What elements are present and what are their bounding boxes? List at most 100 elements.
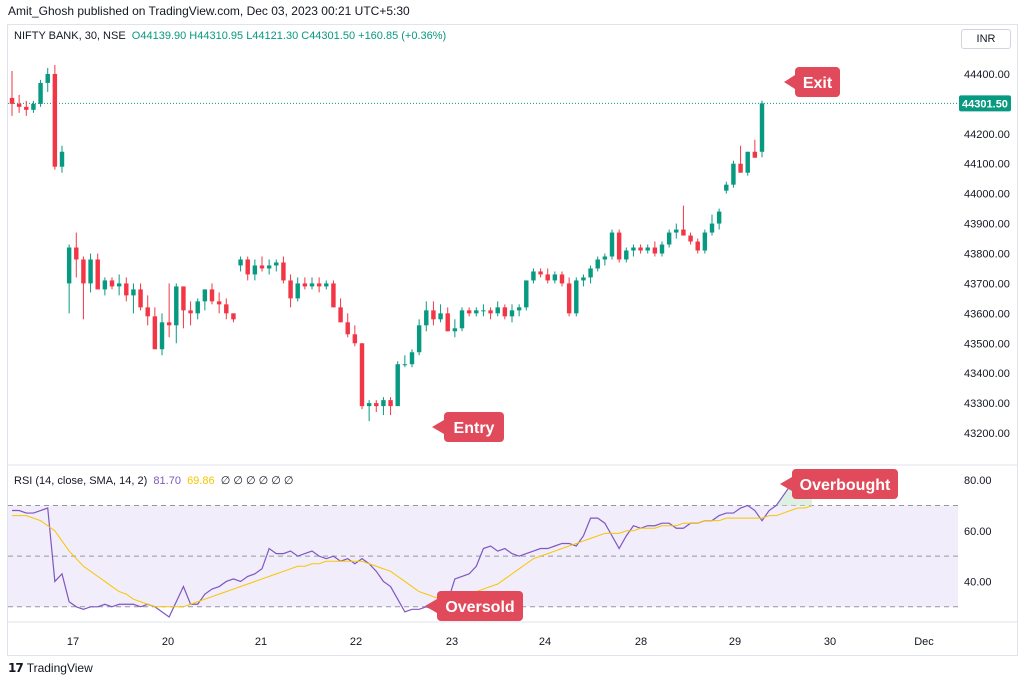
candle — [188, 301, 193, 326]
candle-body — [66, 247, 72, 284]
candle-body — [31, 103, 36, 110]
candle — [24, 100, 29, 116]
price-axis: 44400.0044300.0044200.0044100.0044000.00… — [8, 69, 1017, 623]
candle — [738, 145, 743, 173]
rsi-sma-value: 69.86 — [187, 475, 215, 487]
candle-body — [231, 313, 236, 320]
candle — [681, 205, 686, 236]
candle-body — [609, 232, 615, 257]
candle — [488, 307, 493, 320]
price-tick-label: 43500.00 — [964, 338, 1010, 350]
candle-body — [74, 247, 79, 260]
candle-body — [574, 280, 579, 314]
candle-body — [24, 106, 29, 110]
candle — [466, 307, 472, 317]
price-tick-label: 44100.00 — [964, 159, 1010, 171]
candle — [145, 295, 150, 326]
candle-body — [159, 322, 165, 350]
time-tick-label: 17 — [67, 636, 79, 648]
candle-body — [652, 247, 658, 254]
candle-body — [481, 310, 486, 312]
rsi-sma-line — [12, 505, 813, 608]
change-value: +160.85 (+0.36%) — [358, 30, 447, 42]
price-tick-label: 44200.00 — [964, 129, 1010, 141]
overbought-callout-pointer — [780, 477, 792, 491]
candle — [52, 64, 58, 170]
time-tick-label: 20 — [162, 636, 174, 648]
candle-body — [81, 259, 86, 284]
candle — [152, 307, 158, 350]
candle-body — [338, 307, 343, 323]
candlestick-series — [9, 64, 765, 422]
price-tick-label: 43300.00 — [964, 398, 1010, 410]
low-value: L44121.30 — [246, 30, 299, 42]
candle-body — [731, 163, 736, 185]
candle-body — [645, 247, 650, 251]
currency-selector[interactable]: INR — [961, 29, 1011, 49]
time-tick-label: 29 — [729, 636, 741, 648]
candle — [281, 256, 286, 284]
chart-frame[interactable] — [7, 24, 1018, 656]
candle-body — [452, 328, 458, 332]
candle-body — [538, 271, 543, 275]
candle — [366, 400, 372, 422]
candle-body — [431, 310, 436, 320]
candle-body — [188, 310, 193, 314]
candle-body — [466, 310, 472, 314]
candle — [88, 253, 93, 293]
candle-body — [459, 310, 465, 329]
oversold-callout: Oversold — [425, 591, 523, 621]
overbought-callout: Overbought — [780, 469, 898, 499]
candle — [538, 268, 543, 278]
candle — [374, 400, 379, 413]
candle-body — [16, 103, 22, 107]
candle-body — [395, 364, 400, 407]
candle-body — [759, 103, 765, 152]
candle — [195, 298, 200, 320]
candle — [174, 283, 179, 344]
candle-body — [674, 229, 679, 233]
candle-body — [38, 82, 43, 104]
candle-body — [416, 325, 422, 353]
candle — [295, 277, 300, 302]
candle-body — [52, 73, 58, 167]
candle — [431, 301, 436, 326]
candle — [516, 304, 522, 317]
rsi-background-band — [8, 505, 958, 607]
candle — [666, 229, 672, 248]
rsi-line — [12, 475, 813, 618]
entry-callout-pointer — [432, 420, 444, 434]
candle — [231, 313, 236, 323]
candle — [495, 301, 500, 317]
candle — [224, 298, 229, 320]
candle-body — [138, 289, 143, 308]
candle — [659, 241, 665, 257]
candle-body — [602, 256, 608, 260]
candle-body — [409, 352, 415, 365]
candle-body — [424, 310, 429, 326]
candle — [481, 304, 486, 317]
price-tick-label: 43600.00 — [964, 308, 1010, 320]
candle — [381, 397, 386, 416]
candle — [416, 319, 422, 356]
candle — [559, 271, 565, 287]
candle — [602, 253, 608, 266]
candle — [345, 313, 350, 338]
candle-body — [638, 247, 643, 251]
candle — [95, 253, 100, 290]
candle-body — [238, 259, 243, 266]
rsi-tick-label: 40.00 — [964, 576, 992, 588]
candle — [624, 247, 629, 263]
candle — [545, 268, 550, 284]
candle-body — [524, 280, 529, 308]
candle-body — [559, 274, 565, 284]
time-tick-label: 21 — [255, 636, 267, 648]
candle — [652, 241, 658, 257]
footer[interactable]: 17 TradingView — [8, 661, 93, 675]
exit-callout-box — [795, 67, 840, 97]
symbol-legend: NIFTY BANK, 30, NSE O44139.90 H44310.95 … — [14, 30, 446, 42]
rsi-tick-label: 60.00 — [964, 526, 992, 538]
candle — [9, 70, 15, 116]
candle — [59, 145, 65, 173]
